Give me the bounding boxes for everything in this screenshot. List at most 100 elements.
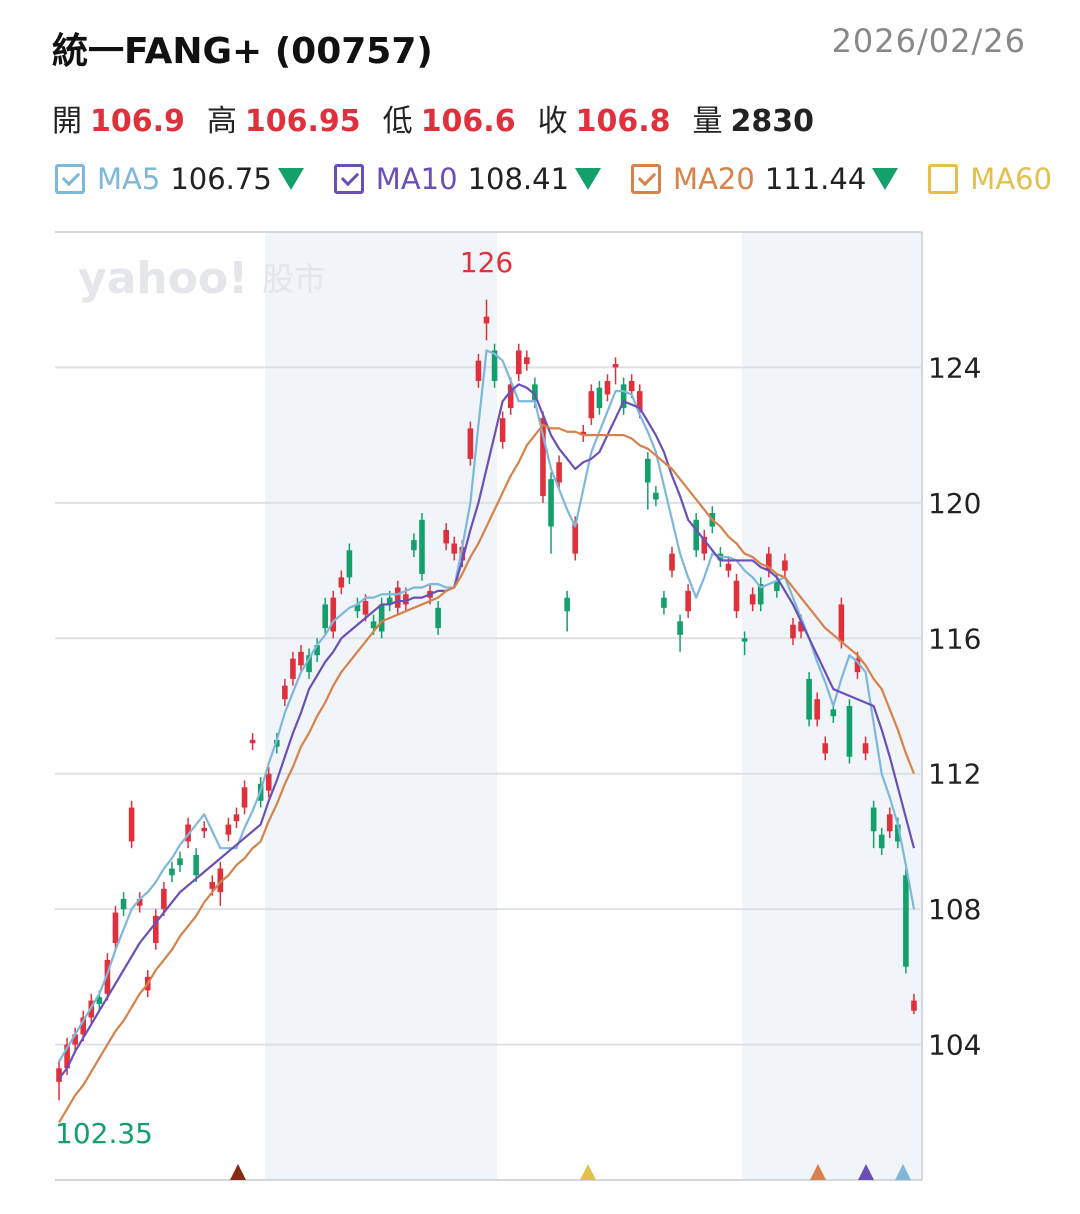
ma-line — [58, 349, 916, 1063]
candle-body — [338, 577, 345, 588]
candle-body — [265, 773, 272, 791]
candle-body — [749, 594, 756, 605]
candle-body — [556, 462, 562, 483]
candle-body — [524, 357, 530, 365]
shaded-band — [265, 233, 497, 1180]
candle-body — [169, 868, 175, 876]
candle-body — [96, 997, 103, 1004]
candle-body — [128, 807, 135, 842]
candle-body — [782, 560, 788, 571]
candle-body — [895, 824, 901, 842]
watermark: 股市 — [262, 260, 326, 298]
candle-body — [693, 519, 700, 551]
legend-checkbox — [928, 164, 959, 194]
candle-body — [870, 807, 877, 832]
candle-body — [725, 563, 732, 571]
candle-body — [290, 658, 296, 679]
candle-body — [564, 597, 570, 612]
date: 2026/02/26 — [831, 22, 1026, 60]
candle-body — [822, 743, 829, 754]
ma-line — [58, 383, 916, 1080]
candle-body — [72, 1034, 78, 1045]
legend-value: 108.41 — [467, 162, 570, 196]
shaded-band — [742, 233, 922, 1180]
candle-body — [193, 854, 199, 876]
candle-body — [661, 597, 667, 608]
candle-body — [491, 350, 498, 381]
quote-row: 開 106.9 高 106.95 低 106.6 收 106.8 量 2830 — [52, 96, 836, 140]
candle-body — [459, 546, 466, 561]
legend-arrow — [277, 168, 304, 190]
y-tick-label: 112 — [928, 758, 981, 791]
candle-body — [757, 584, 764, 605]
candle-body — [330, 597, 337, 632]
candle-body — [774, 580, 780, 591]
candle-body — [209, 882, 216, 889]
candle-body — [846, 706, 853, 757]
candle-body — [878, 834, 885, 849]
candle-body — [217, 868, 224, 893]
candle-body — [403, 594, 409, 605]
candle-body — [177, 858, 183, 866]
candle-body — [225, 824, 232, 835]
quote-value: 106.95 — [244, 104, 361, 139]
candle-body — [64, 1044, 70, 1069]
candle-body — [798, 621, 804, 632]
y-tick-label: 104 — [928, 1029, 981, 1062]
candle-body — [790, 624, 796, 639]
legend-item: MA20 111.44 — [631, 162, 899, 196]
candle-body — [645, 458, 651, 483]
legend-value: 111.44 — [764, 162, 867, 196]
candle-body — [394, 587, 401, 608]
candle-body — [669, 553, 675, 571]
candle-body — [56, 1068, 62, 1082]
candle-body — [153, 915, 159, 943]
legend-name: MA60 — [970, 162, 1053, 196]
candle-body — [282, 685, 288, 700]
signal-markers — [230, 1164, 911, 1180]
watermark: yahoo! — [78, 253, 248, 304]
candle-body — [620, 384, 627, 409]
background: yahoo! 股市 — [55, 231, 923, 1181]
y-tick-label: 120 — [928, 487, 981, 520]
candle-body — [161, 888, 167, 910]
legend-item: MA5 106.75 — [55, 162, 304, 196]
candle-body — [435, 607, 441, 629]
legend-arrow — [575, 168, 602, 190]
candle-body — [596, 387, 603, 409]
candle-body — [588, 391, 595, 419]
candle-body — [370, 621, 377, 629]
min-label: 102.35 — [55, 1117, 153, 1150]
marks: 126 102.35 — [55, 246, 917, 1150]
candle-body — [677, 621, 683, 635]
candle-body — [612, 364, 619, 368]
candle-body — [653, 492, 659, 500]
candle-body — [249, 739, 256, 744]
candle-body — [120, 898, 127, 910]
candle-body — [419, 519, 425, 574]
candle-body — [806, 678, 812, 720]
candle-body — [814, 699, 820, 720]
candle-body — [467, 428, 474, 459]
quote-value: 2830 — [730, 104, 815, 139]
signal-marker — [580, 1164, 596, 1180]
candle-body — [540, 418, 546, 497]
y-tick-label: 116 — [928, 622, 981, 655]
legend: MA5 106.75 MA10 108.41 MA20 111.44 MA60 — [55, 162, 1080, 196]
legend-name: MA20 — [673, 162, 755, 196]
legend-item: MA60 — [928, 162, 1052, 196]
legend-value: 106.75 — [170, 162, 272, 196]
legend-name: MA10 — [375, 162, 458, 196]
legend-item: MA10 108.41 — [333, 162, 602, 196]
candle-body — [443, 529, 449, 544]
candle-body — [298, 651, 304, 666]
legend-checkbox — [55, 164, 85, 194]
candle-body — [765, 553, 772, 571]
candle-body — [483, 316, 490, 324]
candle-body — [572, 523, 579, 554]
candle-body — [475, 360, 482, 381]
candle-body — [604, 380, 611, 395]
